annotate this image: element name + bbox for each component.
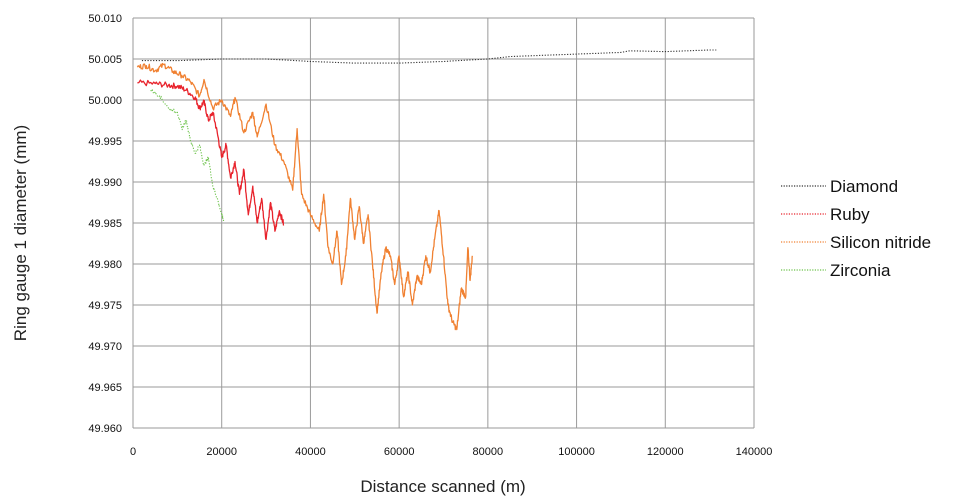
x-tick-label: 120000 (647, 446, 684, 458)
y-tick-label: 49.965 (88, 382, 122, 394)
x-tick-label: 100000 (558, 446, 595, 458)
series-line-silicon-nitride (136, 62, 473, 331)
legend-label-zirconia: Zirconia (830, 261, 891, 280)
y-tick-label: 49.990 (88, 177, 122, 189)
x-tick-label: 140000 (736, 446, 773, 458)
legend-label-silicon-nitride: Silicon nitride (830, 233, 931, 252)
y-tick-label: 49.970 (88, 341, 122, 353)
x-tick-label: 20000 (206, 446, 237, 458)
series-line-zirconia (150, 89, 225, 223)
x-tick-label: 0 (130, 446, 136, 458)
y-tick-label: 49.985 (88, 218, 122, 230)
grid (132, 17, 755, 429)
x-tick-labels: 0 20000 40000 60000 80000 100000 120000 140000 (130, 446, 772, 458)
x-tick-label: 40000 (295, 446, 326, 458)
y-tick-label: 50.005 (88, 54, 122, 66)
x-axis-label: Distance scanned (m) (360, 477, 525, 496)
y-tick-labels: 49.960 49.965 49.970 49.975 49.980 49.985 49.9… (88, 13, 122, 435)
y-tick-label: 50.000 (88, 95, 122, 107)
legend-label-diamond: Diamond (830, 177, 898, 196)
series-lines (136, 49, 717, 331)
legend-label-ruby: Ruby (830, 205, 870, 224)
legend: Diamond Ruby Silicon nitride Zirconia (781, 177, 931, 280)
series-line-diamond (141, 49, 717, 64)
x-tick-label: 80000 (473, 446, 504, 458)
y-axis-label: Ring gauge 1 diameter (mm) (11, 125, 30, 341)
x-tick-label: 60000 (384, 446, 415, 458)
y-tick-label: 50.010 (88, 13, 122, 25)
y-tick-label: 49.975 (88, 300, 122, 312)
y-tick-label: 49.960 (88, 423, 122, 435)
y-tick-label: 49.980 (88, 259, 122, 271)
y-tick-label: 49.995 (88, 136, 122, 148)
series-line-ruby (137, 79, 285, 241)
